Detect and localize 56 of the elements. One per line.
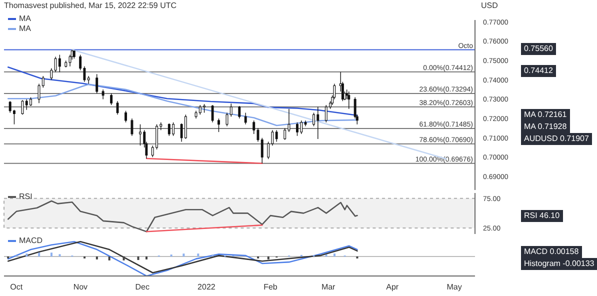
candlestick: [102, 89, 104, 100]
candlestick: [238, 106, 241, 119]
x-tick-label: Nov: [73, 282, 88, 292]
candlestick: [21, 100, 24, 116]
text: 0.74412: [521, 65, 556, 77]
x-tick-label: May: [446, 282, 462, 292]
text: RSI 46.10: [521, 210, 563, 222]
candlestick: [211, 104, 214, 123]
candlestick: [284, 128, 286, 140]
candlestick: [87, 76, 90, 84]
candlestick: [312, 112, 315, 127]
text: 0.75560: [521, 42, 556, 55]
text: MACD 0.00158: [521, 246, 582, 258]
text: MA 0.72161: [521, 109, 570, 122]
text: AUDUSD 0.71907: [521, 133, 592, 145]
candlestick: [324, 104, 328, 123]
line-series: [7, 84, 358, 126]
candlestick: [25, 98, 28, 110]
legend-label: MACD: [19, 236, 43, 246]
line-series: [7, 200, 358, 232]
candlestick: [316, 106, 320, 140]
chart-title: Thomasvest published, Mar 15, 2022 22:59 UTC: [4, 1, 177, 10]
candlestick: [348, 91, 350, 110]
candlestick: [124, 110, 128, 123]
x-tick-label: Apr: [386, 282, 399, 292]
y-axis-title: USD: [481, 1, 498, 10]
candlestick: [96, 74, 98, 94]
candlestick: [275, 130, 278, 142]
x-tick-label: Feb: [264, 282, 278, 292]
x-tick-label: Dec: [135, 282, 150, 292]
candlestick: [54, 56, 57, 73]
candlestick: [172, 122, 175, 136]
legend-label: MA: [19, 24, 31, 34]
candlestick: [296, 122, 298, 136]
candlestick: [218, 118, 220, 132]
candlestick: [300, 120, 303, 134]
candlestick: [58, 54, 61, 73]
x-tick-label: Mar: [321, 282, 336, 292]
candlestick: [198, 104, 202, 116]
candlestick: [168, 123, 170, 136]
candlestick: [116, 100, 119, 116]
candlestick: [68, 54, 72, 67]
text: MA 0.71928: [521, 121, 570, 134]
candlestick: [244, 112, 247, 125]
legend-label: MA: [19, 14, 31, 24]
candlestick: [184, 114, 187, 140]
x-tick-label: Oct: [10, 282, 24, 292]
candlestick: [50, 68, 53, 80]
candlestick: [139, 124, 142, 146]
text: Histogram -0.00133: [521, 258, 597, 270]
candlestick: [8, 100, 12, 114]
candlestick: [260, 137, 264, 164]
candlestick: [130, 118, 134, 136]
candlestick: [110, 93, 113, 106]
x-tick-label: 2022: [198, 282, 216, 292]
legend-label: RSI: [19, 192, 32, 202]
